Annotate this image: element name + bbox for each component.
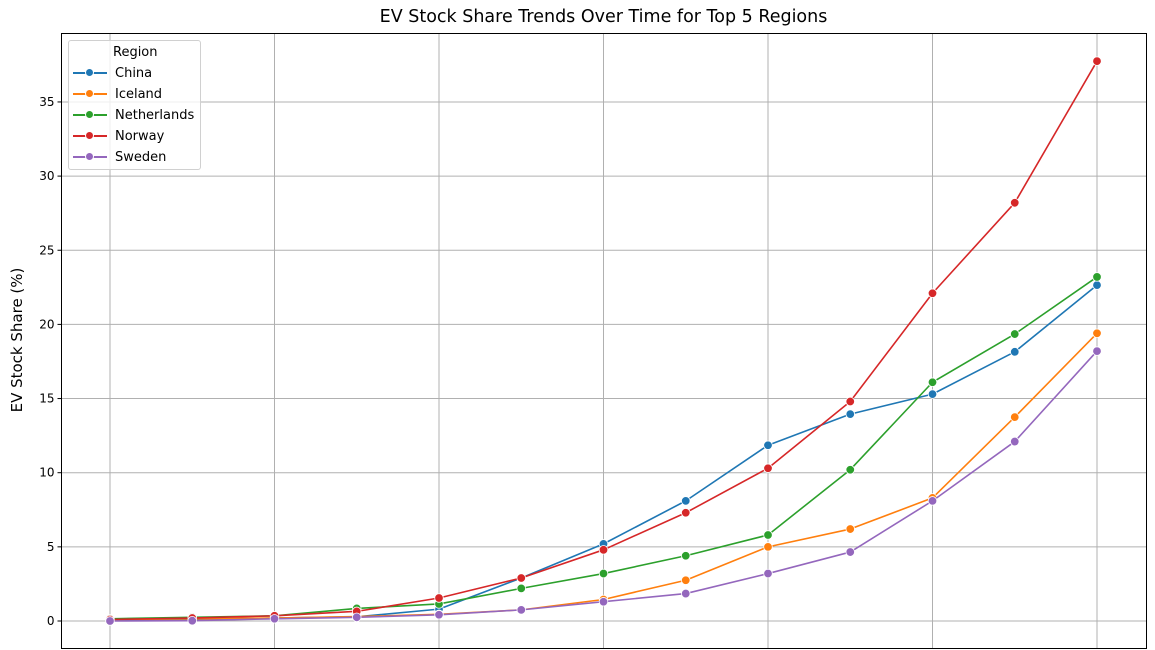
data-point: [927, 389, 938, 399]
data-point: [1092, 346, 1102, 356]
series-sweden: [105, 346, 1102, 626]
legend-item-norway: Norway: [73, 126, 164, 146]
y-tick-label: 35: [39, 95, 54, 109]
y-tick-label: 5: [47, 540, 55, 554]
data-point: [681, 551, 691, 561]
y-axis-ticks: 0 5 10 15 20 25 30 35: [39, 95, 62, 628]
legend-marker-icon: [73, 108, 107, 122]
y-tick-label: 25: [39, 243, 54, 257]
legend-marker-icon: [73, 150, 107, 164]
legend-marker-icon: [73, 87, 107, 101]
data-point: [1092, 272, 1102, 282]
data-point: [681, 496, 691, 506]
data-point: [516, 605, 526, 615]
data-point: [681, 508, 691, 518]
series-lines: [105, 56, 1102, 626]
data-point: [434, 593, 444, 603]
data-point: [763, 530, 773, 540]
data-point: [927, 496, 938, 506]
y-tick-label: 20: [39, 317, 54, 331]
legend: Region China Iceland Netherlands Norway …: [68, 40, 201, 170]
y-tick-label: 0: [47, 614, 55, 628]
legend-title: Region: [113, 45, 158, 60]
legend-marker-icon: [73, 66, 107, 80]
data-point: [269, 614, 280, 624]
legend-item-china: China: [73, 63, 152, 83]
data-point: [845, 465, 855, 475]
data-point: [845, 547, 855, 557]
chart-title: EV Stock Share Trends Over Time for Top …: [379, 7, 828, 27]
data-point: [845, 396, 855, 407]
data-point: [681, 575, 691, 585]
data-point: [1010, 198, 1020, 208]
data-point: [352, 612, 362, 622]
data-point: [845, 409, 855, 419]
data-point: [927, 288, 938, 298]
y-tick-label: 30: [39, 169, 54, 183]
data-point: [434, 610, 444, 620]
data-point: [927, 377, 938, 387]
data-point: [763, 440, 773, 450]
legend-marker-icon: [73, 129, 107, 143]
data-point: [1092, 328, 1102, 338]
data-point: [845, 524, 855, 534]
data-point: [598, 545, 609, 555]
series-norway: [105, 56, 1102, 625]
y-tick-label: 10: [39, 466, 54, 480]
data-point: [105, 616, 115, 626]
data-point: [187, 616, 197, 626]
gridlines: [61, 33, 1147, 649]
data-point: [1010, 412, 1020, 422]
plot-frame: [61, 33, 1147, 649]
data-point: [1010, 436, 1020, 447]
data-point: [763, 463, 773, 473]
data-point: [1092, 280, 1102, 290]
y-tick-label: 15: [39, 392, 54, 406]
data-point: [1092, 56, 1102, 66]
data-point: [1010, 347, 1020, 357]
legend-item-iceland: Iceland: [73, 84, 162, 104]
data-point: [516, 583, 526, 594]
data-point: [763, 542, 773, 552]
data-point: [516, 573, 526, 583]
data-point: [681, 588, 691, 599]
data-point: [1010, 329, 1020, 339]
data-point: [763, 568, 773, 579]
legend-item-netherlands: Netherlands: [73, 105, 194, 125]
legend-item-sweden: Sweden: [73, 147, 166, 167]
data-point: [598, 568, 609, 579]
data-point: [598, 597, 609, 607]
